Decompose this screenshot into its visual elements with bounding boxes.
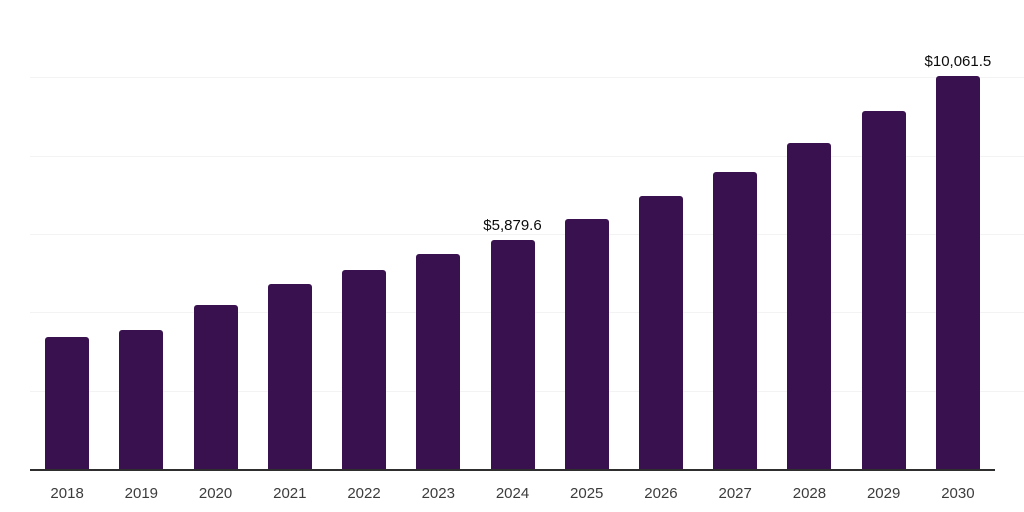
- bar-2019[interactable]: [119, 330, 164, 470]
- gridline-6000: [30, 234, 1024, 235]
- bar-2018[interactable]: [45, 337, 90, 470]
- x-tick-2022: 2022: [347, 485, 381, 502]
- x-tick-2020: 2020: [198, 485, 233, 502]
- x-tick-2030: 2030: [941, 485, 975, 502]
- x-tick-2029: 2029: [866, 485, 901, 502]
- bar-2029[interactable]: [861, 111, 906, 470]
- x-axis-line: [30, 469, 995, 471]
- bar-2026[interactable]: [638, 195, 683, 470]
- bar-2022[interactable]: [342, 270, 387, 470]
- bar-2028[interactable]: [787, 143, 832, 470]
- x-tick-2025: 2025: [570, 485, 604, 502]
- bar-2021[interactable]: [267, 283, 312, 470]
- bar-2030[interactable]: [935, 75, 980, 470]
- gridline-10000: [30, 77, 1024, 79]
- x-tick-2023: 2023: [421, 485, 455, 502]
- bar-2024[interactable]: [490, 239, 535, 470]
- bar-2020[interactable]: [193, 304, 238, 470]
- x-tick-2021: 2021: [273, 485, 307, 502]
- x-tick-2028: 2028: [792, 485, 827, 502]
- bar-2025[interactable]: [564, 218, 609, 470]
- x-tick-2027: 2027: [718, 485, 752, 502]
- bar-2023[interactable]: [416, 254, 461, 470]
- bar-2027[interactable]: [713, 172, 758, 470]
- bar-value-label-2024: $5,879.6: [483, 216, 542, 234]
- bar-value-label-2030: $10,061.5: [924, 52, 992, 70]
- x-tick-2024: 2024: [495, 485, 530, 502]
- x-tick-2026: 2026: [644, 485, 678, 502]
- x-tick-2018: 2018: [50, 485, 84, 502]
- gridline-8000: [30, 155, 1024, 157]
- x-tick-2019: 2019: [124, 485, 159, 502]
